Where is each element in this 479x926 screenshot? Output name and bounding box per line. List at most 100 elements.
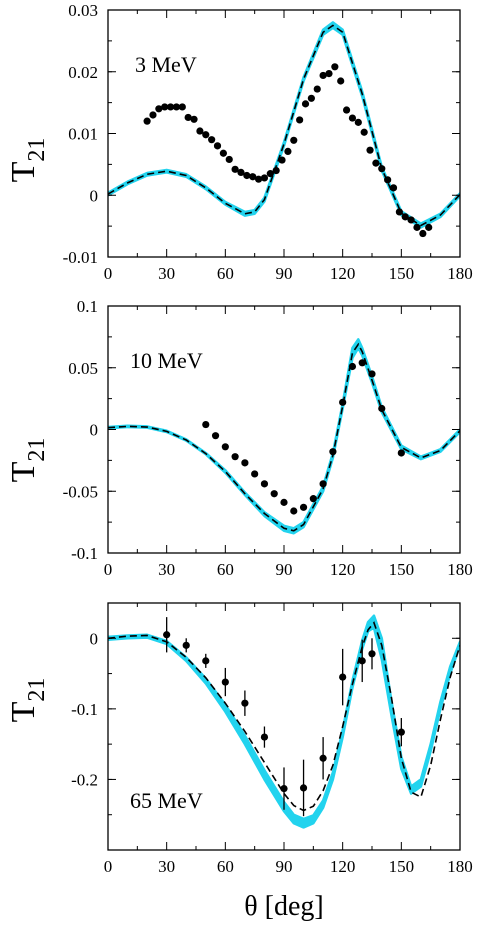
data-point — [260, 174, 269, 182]
y-axis-label-main: T — [5, 461, 42, 482]
data-point — [243, 171, 251, 180]
plot-area — [108, 21, 460, 238]
energy-annotation: 10 MeV — [130, 348, 203, 373]
data-point — [389, 184, 398, 192]
y-tick-label: 0 — [90, 629, 99, 648]
data-point — [178, 103, 186, 111]
data-point — [307, 94, 315, 102]
x-tick-label: 30 — [158, 857, 175, 876]
x-tick-label: 150 — [389, 560, 415, 579]
data-point — [360, 128, 368, 136]
x-tick-label: 90 — [276, 264, 293, 283]
data-point — [397, 728, 405, 736]
data-point — [384, 176, 392, 184]
energy-annotation: 3 MeV — [135, 52, 197, 77]
data-point — [301, 100, 310, 108]
data-point — [225, 155, 233, 164]
data-point — [313, 85, 321, 93]
data-point — [366, 146, 374, 154]
dashed-curve — [108, 621, 460, 812]
data-point — [278, 156, 286, 164]
x-tick-label: 60 — [217, 857, 234, 876]
data-point — [397, 449, 405, 457]
data-point — [358, 657, 366, 665]
data-point — [309, 495, 317, 503]
x-tick-label: 120 — [330, 857, 356, 876]
plot-area — [108, 614, 460, 829]
data-point — [372, 159, 380, 167]
y-tick-label: 0 — [90, 421, 99, 440]
y-tick-label: 0.05 — [68, 359, 98, 378]
data-point — [299, 503, 308, 511]
y-axis-label-sub: 21 — [24, 438, 50, 462]
data-point — [395, 208, 403, 216]
data-point — [202, 420, 210, 429]
data-point — [272, 166, 280, 175]
x-tick-label: 0 — [104, 560, 113, 579]
data-point — [260, 733, 269, 741]
data-point — [251, 470, 259, 478]
y-axis-label-main: T — [5, 161, 42, 182]
y-axis-label-sub: 21 — [24, 678, 50, 702]
panel-1: 0 30 60 90 120 150 180 -0.01 0 0.01 0.02 0.03 T21 3 M… — [5, 1, 473, 283]
data-point — [202, 131, 210, 139]
data-point — [325, 70, 333, 78]
data-point — [172, 103, 181, 111]
data-point — [182, 641, 190, 649]
data-point — [143, 117, 151, 125]
data-point — [241, 459, 249, 467]
data-point — [342, 106, 351, 114]
data-point — [425, 223, 433, 231]
y-axis-label-sub: 21 — [24, 138, 50, 162]
panel-3: 0 30 60 90 120 150 180 -0.2 -0.1 0 T21 65 MeV θ [deg… — [5, 602, 473, 922]
data-point — [354, 118, 362, 126]
data-point — [419, 229, 427, 238]
y-tick-label: 0 — [90, 186, 99, 205]
data-point — [231, 453, 239, 461]
data-point — [260, 480, 269, 488]
dashed-curve — [108, 342, 460, 532]
data-point — [358, 359, 366, 367]
data-point — [249, 173, 257, 181]
x-axis-label: θ [deg] — [244, 891, 324, 922]
plot-area — [108, 338, 460, 535]
x-tick-label: 120 — [330, 560, 356, 579]
x-tick-label: 120 — [330, 264, 356, 283]
data-point — [219, 149, 227, 157]
data-point — [196, 127, 204, 135]
x-tick-label: 60 — [217, 560, 234, 579]
x-tick-label: 180 — [447, 264, 473, 283]
data-point — [241, 699, 249, 707]
data-point — [280, 498, 288, 506]
x-tick-label: 30 — [158, 560, 175, 579]
data-point — [284, 147, 292, 156]
data-point — [331, 63, 339, 71]
data-point — [348, 114, 357, 122]
x-tick-label: 0 — [104, 264, 113, 283]
data-point — [368, 370, 376, 378]
x-tick-label: 150 — [389, 857, 415, 876]
data-point — [184, 113, 192, 122]
data-point — [337, 77, 345, 85]
y-tick-label: -0.01 — [63, 248, 98, 267]
energy-annotation: 65 MeV — [130, 788, 203, 813]
y-tick-label: 0.01 — [68, 125, 98, 144]
data-point — [368, 650, 376, 658]
data-point — [296, 116, 304, 124]
y-tick-label: -0.1 — [71, 700, 98, 719]
data-point — [319, 480, 327, 488]
data-point — [290, 136, 298, 144]
data-point — [221, 443, 229, 451]
data-point — [348, 362, 357, 371]
y-axis-label-main: T — [5, 701, 42, 722]
x-tick-label: 0 — [104, 857, 113, 876]
data-point — [378, 404, 386, 413]
y-tick-label: -0.2 — [71, 770, 98, 789]
y-axis-label: T21 — [5, 138, 50, 183]
data-point — [280, 785, 288, 793]
data-point — [163, 631, 171, 639]
data-point — [378, 165, 386, 173]
data-point — [254, 175, 263, 183]
data-point — [270, 490, 278, 498]
